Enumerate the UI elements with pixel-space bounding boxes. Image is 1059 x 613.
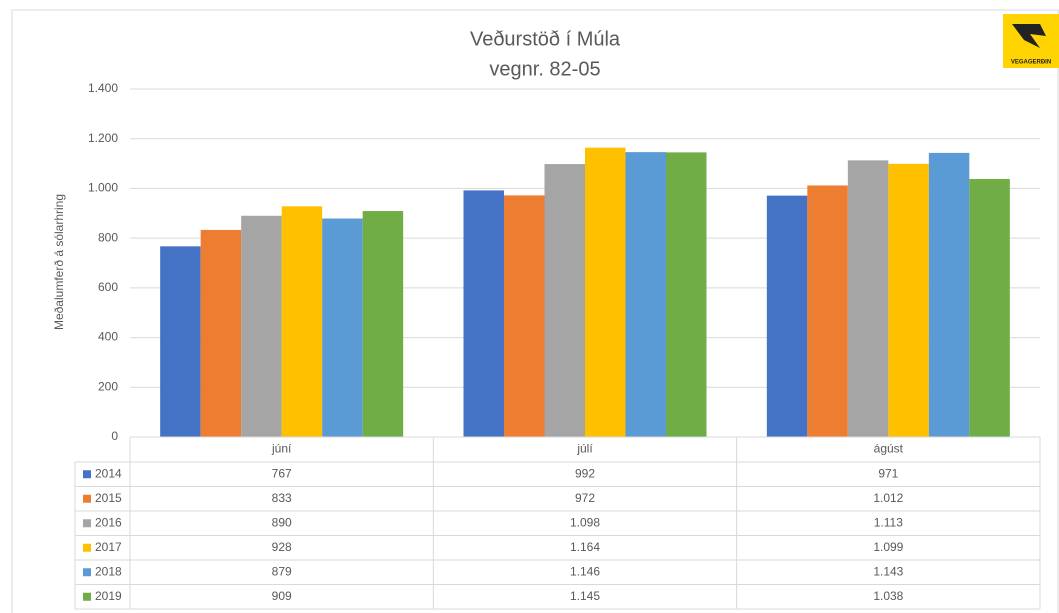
y-tick-label: 1.200 — [88, 131, 118, 145]
bar — [463, 190, 504, 437]
legend-label: 2017 — [95, 540, 122, 554]
table-cell: 767 — [272, 466, 292, 480]
bar — [766, 195, 808, 437]
legend-key — [83, 592, 91, 601]
table-cell: 992 — [575, 466, 595, 480]
x-tick-label: ágúst — [874, 442, 904, 456]
table-cell: 972 — [575, 491, 595, 505]
chart-border — [11, 9, 1059, 613]
table-cell: 909 — [272, 589, 292, 603]
table-cell: 1.146 — [570, 564, 600, 578]
logo-text: VEGAGERÐIN — [1011, 60, 1051, 66]
bar — [928, 152, 970, 437]
legend-key — [83, 543, 91, 552]
y-tick-label: 200 — [98, 379, 118, 393]
bar — [847, 160, 889, 437]
y-tick-label: 0 — [111, 429, 118, 443]
x-tick-label: júlí — [576, 442, 593, 456]
chart-title: Veðurstöð í Múla — [470, 28, 621, 50]
legend-key — [83, 519, 91, 528]
legend-label: 2014 — [95, 466, 122, 480]
y-tick-label: 1.000 — [88, 181, 118, 195]
bar — [625, 152, 666, 437]
legend-label: 2015 — [95, 491, 122, 505]
table-cell: 971 — [878, 466, 898, 480]
legend-key — [83, 568, 91, 577]
table-cell: 890 — [272, 515, 292, 529]
bar — [666, 152, 707, 437]
y-tick-label: 1.400 — [88, 81, 118, 95]
table-cell: 1.012 — [873, 491, 903, 505]
legend-key — [83, 494, 91, 503]
bar — [362, 211, 404, 437]
legend-label: 2019 — [95, 589, 122, 603]
legend-key — [83, 470, 91, 479]
table-cell: 879 — [272, 564, 292, 578]
y-axis-label: Meðalumferð á sólarhring — [52, 194, 66, 330]
logo: VEGAGERÐIN — [1003, 14, 1059, 68]
bar — [544, 164, 585, 437]
bar — [281, 206, 323, 437]
y-tick-label: 800 — [98, 230, 118, 244]
bar — [969, 178, 1010, 438]
bar — [160, 246, 201, 437]
bar — [200, 229, 242, 437]
bar — [888, 163, 929, 437]
table-cell: 1.099 — [873, 540, 903, 554]
table-cell: 1.143 — [873, 564, 903, 578]
y-tick-label: 400 — [98, 330, 118, 344]
table-cell: 928 — [272, 540, 292, 554]
table-cell: 833 — [272, 491, 292, 505]
bar — [585, 147, 626, 438]
logo-mark — [1012, 24, 1046, 48]
chart-subtitle: vegnr. 82-05 — [489, 58, 600, 80]
legend-label: 2018 — [95, 564, 122, 578]
x-tick-label: júní — [271, 442, 292, 456]
y-tick-label: 600 — [98, 280, 118, 294]
bar — [807, 185, 848, 437]
bar — [504, 195, 545, 437]
table-cell: 1.098 — [570, 515, 600, 529]
table-cell: 1.145 — [570, 589, 600, 603]
table-cell: 1.038 — [873, 589, 903, 603]
bar — [241, 215, 282, 437]
table-cell: 1.113 — [874, 515, 903, 529]
bar — [322, 218, 363, 437]
table-cell: 1.164 — [570, 540, 600, 554]
legend-label: 2016 — [95, 515, 122, 529]
